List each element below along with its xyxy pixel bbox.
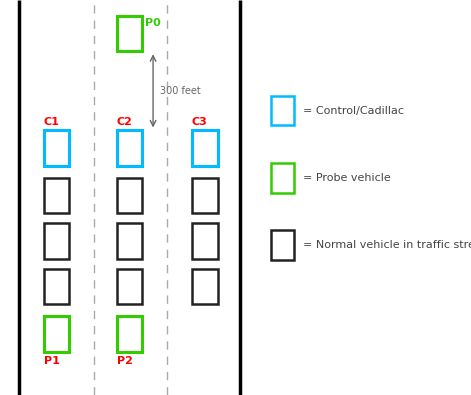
Bar bbox=[192, 269, 218, 304]
Bar bbox=[271, 96, 294, 126]
Bar bbox=[43, 223, 70, 259]
Bar bbox=[43, 130, 70, 166]
Text: C2: C2 bbox=[117, 117, 132, 127]
Bar bbox=[117, 130, 143, 166]
Bar bbox=[117, 223, 143, 259]
Bar bbox=[271, 230, 294, 260]
Text: = Normal vehicle in traffic stream: = Normal vehicle in traffic stream bbox=[303, 240, 471, 250]
Bar bbox=[192, 223, 218, 259]
Bar bbox=[117, 178, 143, 213]
Bar bbox=[117, 16, 143, 51]
Bar bbox=[43, 269, 70, 304]
Bar bbox=[117, 269, 143, 304]
Text: P2: P2 bbox=[117, 356, 132, 365]
Text: = Control/Cadillac: = Control/Cadillac bbox=[303, 105, 404, 116]
Text: 300 feet: 300 feet bbox=[160, 86, 201, 96]
Bar bbox=[192, 178, 218, 213]
Text: C1: C1 bbox=[43, 117, 59, 127]
Bar bbox=[117, 316, 143, 352]
Text: = Probe vehicle: = Probe vehicle bbox=[303, 173, 390, 183]
Bar bbox=[43, 316, 70, 352]
Bar bbox=[192, 130, 218, 166]
Text: P1: P1 bbox=[43, 356, 59, 365]
Text: C3: C3 bbox=[192, 117, 208, 127]
Bar bbox=[271, 163, 294, 192]
Bar bbox=[43, 178, 70, 213]
Text: P0: P0 bbox=[145, 18, 161, 28]
